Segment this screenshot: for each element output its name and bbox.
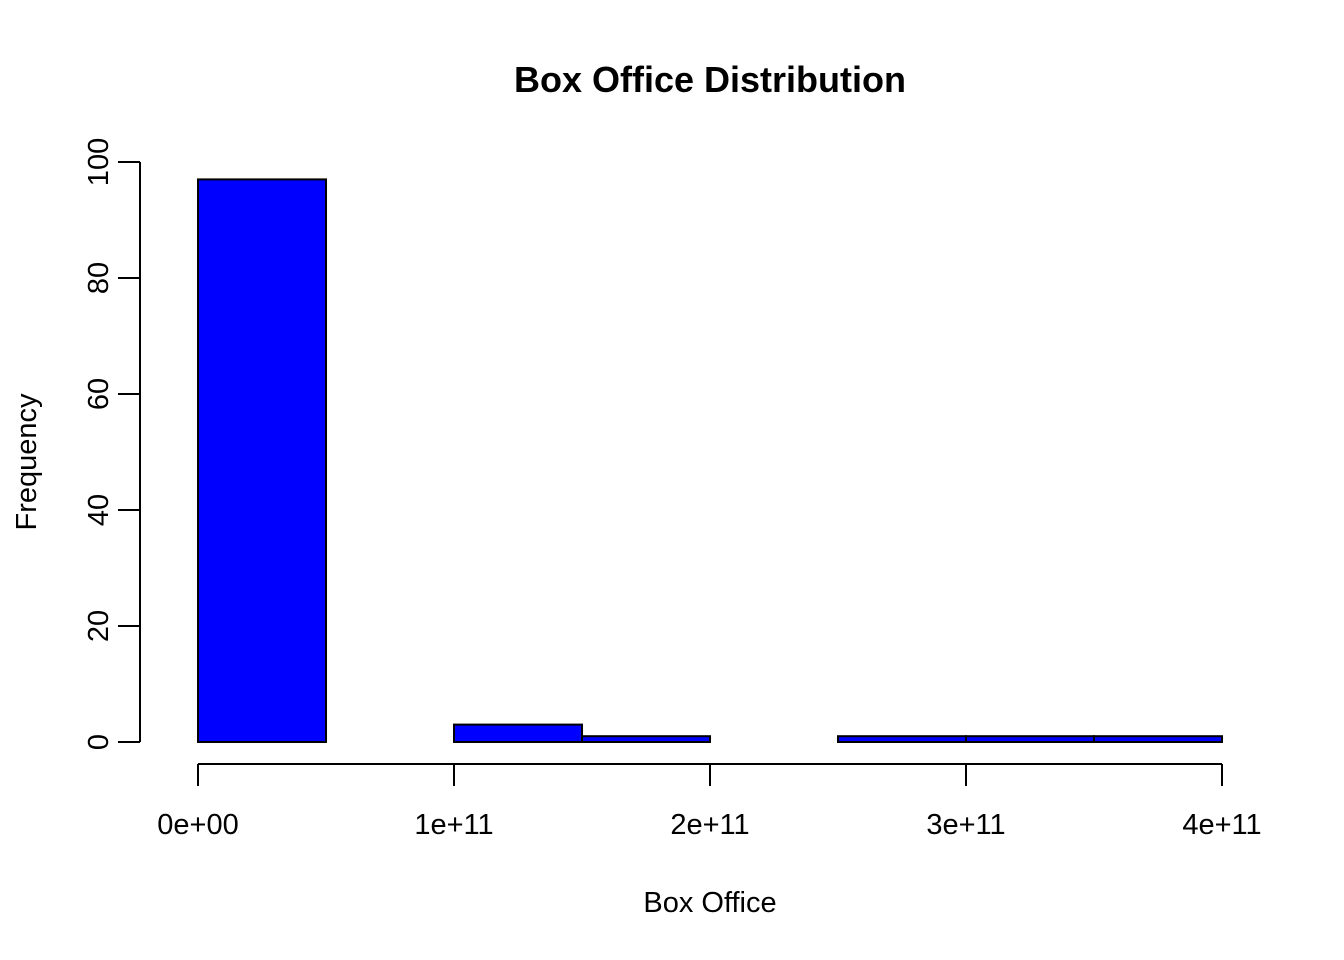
x-tick-label-0: 0e+00 bbox=[157, 809, 238, 841]
x-tick-label-2: 2e+11 bbox=[670, 809, 749, 841]
chart-title: Box Office Distribution bbox=[514, 59, 906, 100]
y-tick-label-4: 80 bbox=[83, 262, 115, 294]
x-tick-label-3: 3e+11 bbox=[926, 809, 1005, 841]
bars-group bbox=[197, 178, 1223, 744]
y-tick-label-2: 40 bbox=[83, 494, 115, 526]
histogram-bar-2 bbox=[453, 723, 583, 743]
y-tick-label-1: 20 bbox=[83, 610, 115, 642]
histogram-bar-7 bbox=[1093, 735, 1223, 744]
x-tick-label-4: 4e+11 bbox=[1182, 809, 1261, 841]
histogram-bar-6 bbox=[965, 735, 1095, 744]
y-axis: 0 20 40 60 80 100 bbox=[83, 138, 141, 750]
histogram-bar-0 bbox=[197, 178, 327, 743]
x-tick-label-1: 1e+11 bbox=[414, 809, 493, 841]
y-tick-label-5: 100 bbox=[83, 138, 115, 186]
y-tick-label-3: 60 bbox=[83, 378, 115, 410]
y-tick-label-0: 0 bbox=[83, 734, 115, 750]
histogram-bar-3 bbox=[581, 735, 711, 744]
x-axis: 0e+00 1e+11 2e+11 3e+11 4e+11 bbox=[157, 763, 1262, 841]
y-axis-label: Frequency bbox=[11, 393, 43, 531]
histogram-bar-5 bbox=[837, 735, 967, 744]
x-axis-label: Box Office bbox=[643, 887, 776, 919]
